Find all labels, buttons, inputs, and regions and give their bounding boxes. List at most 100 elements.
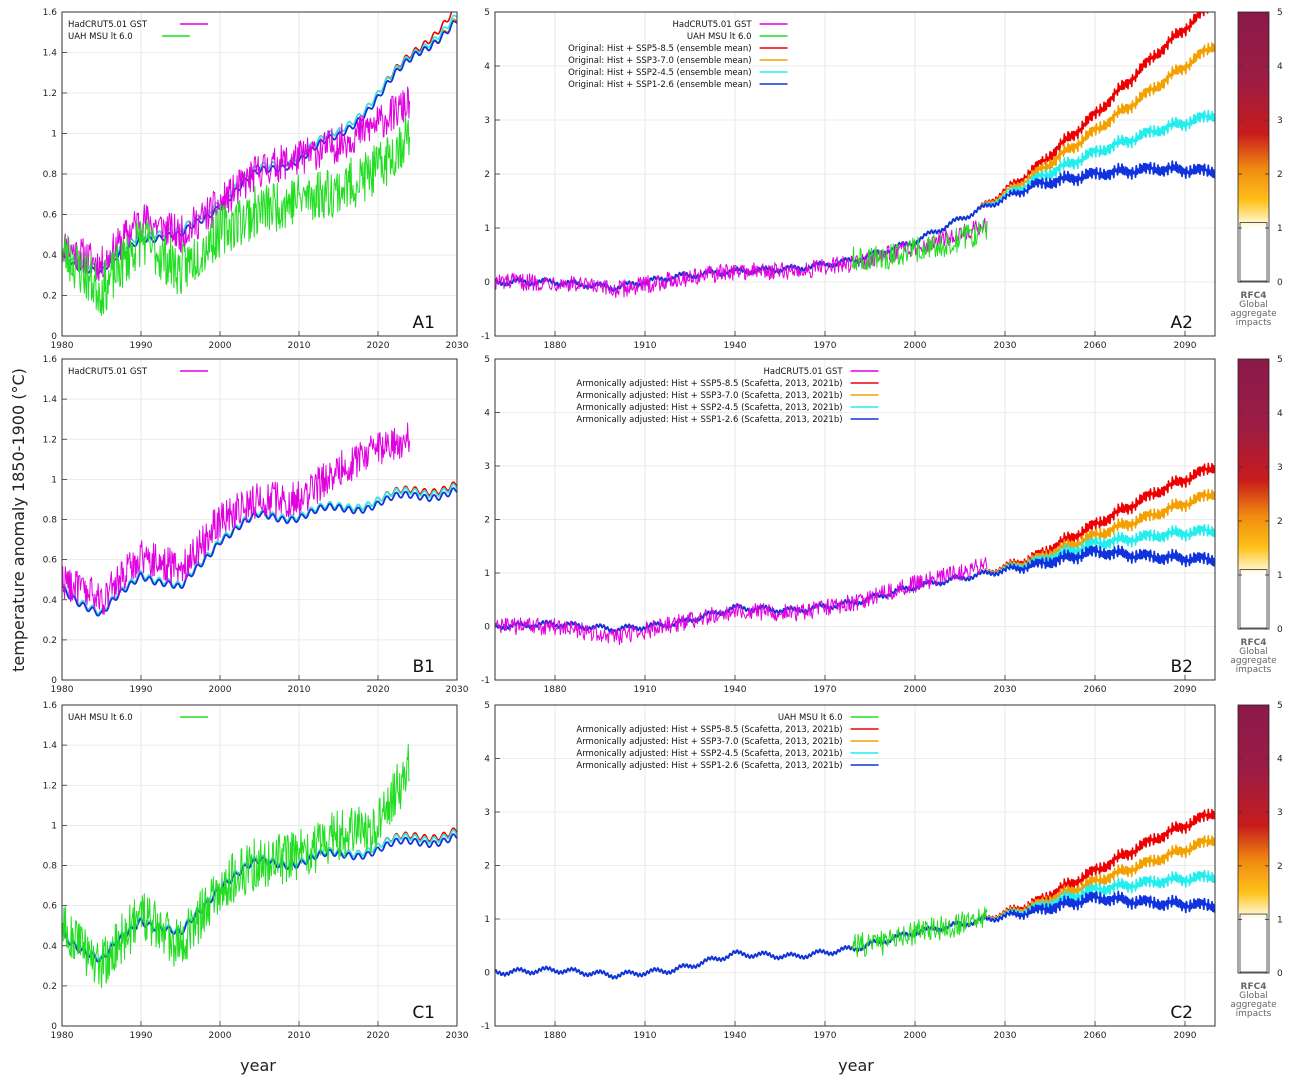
series-line-ssp126 — [495, 544, 1215, 634]
x-tick-label: 2030 — [446, 1031, 469, 1041]
series-line-ssp370 — [495, 834, 1215, 980]
y-tick-label: 0.6 — [43, 211, 58, 221]
plot-area-B2 — [495, 462, 1215, 646]
panel-label: A1 — [413, 313, 435, 333]
x-tick-label: 2030 — [994, 1031, 1017, 1041]
rfc-tick-label: 4 — [1277, 62, 1283, 72]
legend-entry-text: Original: Hist + SSP5-8.5 (ensemble mean… — [568, 44, 751, 54]
rfc-label-line: aggregate — [1230, 1000, 1277, 1010]
legend-entry-text: Armonically adjusted: Hist + SSP3-7.0 (S… — [576, 391, 842, 401]
y-tick-label: 1.4 — [43, 741, 58, 751]
y-tick-label: 1 — [484, 224, 490, 234]
panel-C1: 1980 1990 2000 2010 2020 2030 0 0.2 0.4 0.6 0.8 1 1.… — [43, 701, 469, 1041]
series-line-ssp245 — [495, 523, 1215, 634]
panel-B2: 1880 1910 1940 1970 2000 2030 2060 2090 -1 0 1 2 3 4 5… — [481, 355, 1216, 695]
legend-entry-text: Original: Hist + SSP1-2.6 (ensemble mean… — [568, 80, 751, 90]
plot-frame — [494, 11, 1216, 337]
plot-frame — [61, 704, 458, 1027]
legend-entry-text: Armonically adjusted: Hist + SSP3-7.0 (S… — [576, 737, 842, 747]
x-tick-label: 2060 — [1084, 1031, 1107, 1041]
series-line-hadcrut — [495, 217, 988, 299]
series-line-ssp370 — [495, 488, 1215, 634]
y-tick-label: 5 — [484, 8, 490, 18]
plot-frame — [61, 11, 458, 337]
series-line-uah — [851, 220, 988, 271]
x-tick-label: 1940 — [724, 1031, 747, 1041]
y-tick-label: 1.6 — [43, 8, 58, 18]
x-tick-label: 2090 — [1174, 1031, 1197, 1041]
rfc-label-line: aggregate — [1230, 309, 1277, 319]
series-line-ssp585 — [62, 12, 453, 271]
x-tick-label: 1880 — [544, 1031, 567, 1041]
legend-entry-text: UAH MSU lt 6.0 — [778, 713, 843, 723]
panel-A2: 1880 1910 1940 1970 2000 2030 2060 2090 -1 0 1 2 3 4 5… — [481, 8, 1216, 351]
y-tick-label: 0.4 — [43, 942, 58, 952]
x-tick-label: 2030 — [994, 685, 1017, 695]
x-tick-label: 2000 — [209, 685, 232, 695]
rfc-tick-label: 0 — [1277, 278, 1283, 288]
y-tick-label: 1 — [51, 475, 57, 485]
y-tick-label: 4 — [484, 755, 490, 765]
x-tick-label: 2020 — [367, 685, 390, 695]
x-tick-label: 1910 — [634, 1031, 657, 1041]
y-tick-label: -1 — [481, 1022, 490, 1032]
y-tick-label: 0.2 — [43, 636, 57, 646]
y-tick-label: 0.4 — [43, 251, 58, 261]
rfc-colorbar — [1237, 11, 1270, 283]
y-tick-label: 0.8 — [43, 170, 58, 180]
y-tick-label: 0 — [484, 969, 490, 979]
rfc-label-line: RFC4 — [1241, 291, 1267, 301]
y-tick-label: 3 — [484, 462, 490, 472]
rfc-label-line: Global — [1239, 647, 1268, 657]
y-tick-label: 3 — [484, 116, 490, 126]
y-tick-label: -1 — [481, 332, 490, 342]
rfc-tick-label: 2 — [1277, 862, 1283, 872]
x-tick-label: 1880 — [544, 685, 567, 695]
legend-entry-text: HadCRUT5.01 GST — [763, 367, 843, 377]
rfc-tick-label: 4 — [1277, 409, 1283, 419]
y-tick-label: 0 — [51, 676, 57, 686]
legend-entry-text: HadCRUT5.01 GST — [68, 367, 148, 377]
series-line-ssp126 — [62, 487, 457, 617]
legend-entry-text: Original: Hist + SSP2-4.5 (ensemble mean… — [568, 68, 751, 78]
legend-entry-text: HadCRUT5.01 GST — [68, 20, 148, 30]
x-tick-label: 2000 — [904, 685, 927, 695]
rfc-tick-label: 0 — [1277, 625, 1283, 635]
y-tick-label: 1.4 — [43, 395, 58, 405]
rfc-tick-label: 1 — [1277, 571, 1283, 581]
series-line-hadcrut — [62, 422, 411, 615]
x-tick-label: 2030 — [446, 685, 469, 695]
y-tick-label: 0.2 — [43, 982, 57, 992]
plot-area-C2 — [495, 808, 1215, 980]
x-tick-label: 1990 — [130, 685, 153, 695]
x-tick-label: 2030 — [446, 341, 469, 351]
x-tick-label: 2000 — [209, 341, 232, 351]
panel-C2: 1880 1910 1940 1970 2000 2030 2060 2090 -1 0 1 2 3 4 5… — [481, 701, 1216, 1041]
legend-entry-text: UAH MSU lt 6.0 — [68, 32, 133, 42]
x-tick-label: 1910 — [634, 685, 657, 695]
x-tick-label: 1980 — [51, 685, 74, 695]
x-tick-label: 2010 — [288, 341, 311, 351]
y-tick-label: 3 — [484, 808, 490, 818]
plot-frame — [494, 358, 1216, 681]
x-tick-label: 2090 — [1174, 341, 1197, 351]
panel-label: B1 — [413, 657, 435, 677]
rfc-tick-label: 3 — [1277, 463, 1283, 473]
x-tick-label: 2010 — [288, 1031, 311, 1041]
legend-entry-text: Armonically adjusted: Hist + SSP1-2.6 (S… — [576, 415, 842, 425]
series-line-hadcrut — [495, 557, 988, 646]
y-tick-label: 4 — [484, 62, 490, 72]
legend-entry-text: Armonically adjusted: Hist + SSP1-2.6 (S… — [576, 761, 842, 771]
y-tick-label: 0 — [51, 332, 57, 342]
x-tick-label: 2090 — [1174, 685, 1197, 695]
legend-entry-text: Original: Hist + SSP3-7.0 (ensemble mean… — [568, 56, 751, 66]
y-tick-label: 1 — [51, 821, 57, 831]
rfc-tick-label: 4 — [1277, 755, 1283, 765]
x-tick-label: 2010 — [288, 685, 311, 695]
y-tick-label: 0.6 — [43, 556, 58, 566]
x-tick-label: 1990 — [130, 1031, 153, 1041]
